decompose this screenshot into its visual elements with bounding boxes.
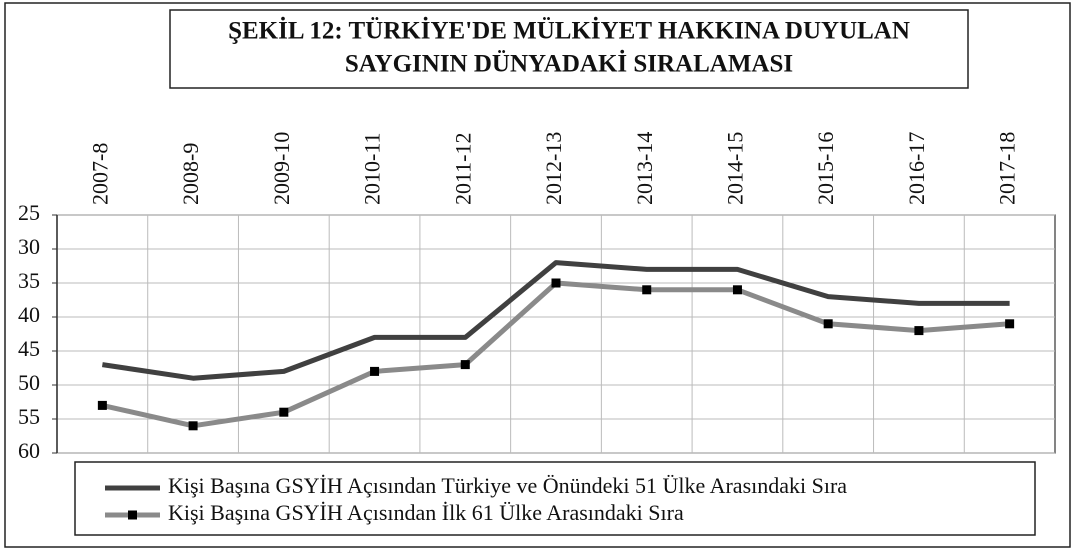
y-tick-label: 40 <box>18 302 40 327</box>
x-tick-label: 2010-11 <box>360 132 385 205</box>
y-tick-label: 25 <box>18 200 40 225</box>
y-tick-label: 35 <box>18 268 40 293</box>
x-tick-label: 2016-17 <box>904 132 929 205</box>
x-tick-label: 2008-9 <box>178 143 203 205</box>
series-line <box>101 260 1010 381</box>
x-tick-label: 2011-12 <box>450 132 475 205</box>
x-tick-label: 2014-15 <box>723 132 748 205</box>
marker <box>823 319 833 329</box>
marker <box>1005 319 1015 329</box>
marker <box>551 278 561 288</box>
marker <box>460 360 470 370</box>
marker <box>732 285 742 295</box>
title-box <box>169 9 969 89</box>
x-tick-label: 2015-16 <box>813 132 838 205</box>
y-tick-label: 30 <box>18 234 40 259</box>
y-tick-label: 50 <box>18 370 40 395</box>
x-tick-label: 2009-10 <box>269 132 294 205</box>
marker <box>97 400 107 410</box>
marker <box>914 326 924 336</box>
y-tick-label: 55 <box>18 404 40 429</box>
x-tick-label: 2012-13 <box>541 132 566 205</box>
marker <box>188 421 198 431</box>
x-tick-label: 2013-14 <box>632 132 657 205</box>
marker <box>279 407 289 417</box>
y-tick-label: 60 <box>18 438 40 463</box>
x-tick-label: 2007-8 <box>87 143 112 205</box>
marker <box>642 285 652 295</box>
legend-label: Kişi Başına GSYİH Açısından İlk 61 Ülke … <box>168 500 684 525</box>
marker <box>370 366 380 376</box>
chart-title: ŞEKİL 12: TÜRKİYE'DE MÜLKİYET HAKKINA DU… <box>228 17 910 45</box>
plot-area <box>56 214 1056 454</box>
legend-label: Kişi Başına GSYİH Açısından Türkiye ve Ö… <box>168 473 847 498</box>
legend-marker <box>128 510 137 520</box>
legend-box <box>74 461 1036 536</box>
y-tick-label: 45 <box>18 336 40 361</box>
chart-title: SAYGININ DÜNYADAKİ SIRALAMASI <box>345 50 793 78</box>
x-tick-label: 2017-18 <box>995 132 1020 205</box>
